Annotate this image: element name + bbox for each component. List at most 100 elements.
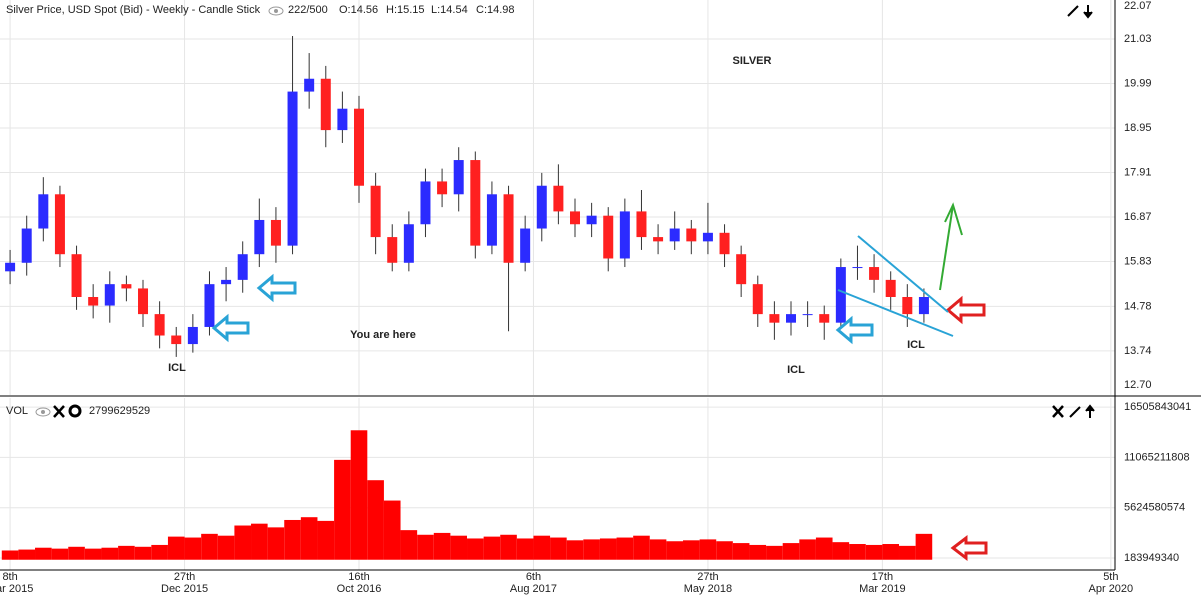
candle-body bbox=[586, 215, 597, 225]
x-tick-label: 16th bbox=[348, 571, 369, 583]
callout-arrow bbox=[945, 295, 988, 562]
eye-icon[interactable] bbox=[268, 6, 284, 16]
candle-body bbox=[852, 267, 863, 269]
candle-body bbox=[536, 185, 547, 229]
y-tick-label: 22.07 bbox=[1124, 0, 1152, 12]
y-tick-label: 12.70 bbox=[1124, 379, 1152, 391]
x-tick-label: Mar 2015 bbox=[0, 583, 33, 595]
candle-body bbox=[337, 108, 348, 131]
volume-bar bbox=[882, 544, 899, 560]
y-tick-label: 14.78 bbox=[1124, 300, 1152, 312]
candle-body bbox=[354, 108, 365, 186]
volume-bar bbox=[849, 544, 866, 560]
candle-body bbox=[437, 181, 448, 195]
volume-bar bbox=[450, 535, 467, 560]
candle-body bbox=[104, 284, 115, 306]
candle-body bbox=[802, 314, 813, 316]
volume-bar bbox=[815, 537, 833, 560]
volume-bar bbox=[782, 543, 800, 560]
x-tick-label: Oct 2016 bbox=[337, 583, 382, 595]
candle-body bbox=[686, 228, 697, 242]
candle-body bbox=[520, 228, 531, 263]
close-icon[interactable] bbox=[1052, 405, 1064, 418]
volume-bar bbox=[732, 543, 750, 560]
candle-body bbox=[320, 78, 331, 131]
volume-bar bbox=[500, 534, 517, 560]
volume-bar bbox=[334, 459, 351, 560]
volume-bar bbox=[716, 541, 733, 560]
ohlc-label: L:14.54 bbox=[431, 4, 468, 16]
volume-bar bbox=[167, 536, 185, 560]
volume-title: VOL bbox=[6, 405, 28, 417]
volume-bar bbox=[649, 539, 667, 560]
volume-bar bbox=[616, 537, 634, 560]
volume-bar bbox=[118, 545, 135, 560]
volume-bar bbox=[317, 520, 335, 560]
candle-body bbox=[287, 91, 298, 246]
volume-bar bbox=[417, 534, 434, 560]
ohlc-label: C:14.98 bbox=[476, 4, 515, 16]
volume-bar bbox=[467, 538, 484, 560]
candle-body bbox=[420, 181, 431, 225]
volume-bar bbox=[367, 480, 384, 560]
ohlc-label: O:14.56 bbox=[339, 4, 378, 16]
candle-body bbox=[619, 211, 630, 259]
volume-bar bbox=[383, 500, 401, 560]
volume-bar bbox=[35, 547, 52, 560]
candle-body bbox=[270, 219, 281, 246]
x-tick-label: Aug 2017 bbox=[510, 583, 557, 595]
callout-arrow bbox=[211, 273, 874, 345]
candle-body bbox=[453, 160, 464, 195]
volume-bar bbox=[151, 544, 168, 560]
candle-body bbox=[553, 185, 564, 212]
candle-body bbox=[88, 296, 99, 306]
marks bbox=[1, 35, 933, 560]
candle-body bbox=[403, 224, 414, 263]
close-icon[interactable] bbox=[53, 405, 65, 418]
x-tick-label: 5th bbox=[1103, 571, 1118, 583]
candle-body bbox=[835, 267, 846, 323]
volume-bar bbox=[865, 544, 883, 560]
volume-bar bbox=[350, 430, 368, 560]
volume-bar bbox=[633, 535, 650, 560]
y-tick-label: 16505843041 bbox=[1124, 401, 1191, 413]
candle-body bbox=[503, 194, 514, 263]
annotation: ICL bbox=[787, 364, 805, 376]
y-tick-label: 17.91 bbox=[1124, 166, 1152, 178]
volume-value: 2799629529 bbox=[89, 405, 150, 417]
candle-body bbox=[54, 194, 65, 255]
x-tick-label: Apr 2020 bbox=[1089, 583, 1134, 595]
resize-icon[interactable] bbox=[1067, 5, 1093, 19]
y-tick-label: 183949340 bbox=[1124, 552, 1179, 564]
resize-icon[interactable] bbox=[1069, 404, 1095, 418]
volume-bar bbox=[84, 548, 102, 560]
candle-body bbox=[752, 284, 763, 315]
candle-body bbox=[304, 78, 315, 92]
candle-body bbox=[154, 314, 165, 336]
volume-bar bbox=[766, 545, 783, 560]
y-tick-label: 5624580574 bbox=[1124, 502, 1185, 514]
breakout-arrow bbox=[939, 202, 963, 291]
y-tick-label: 16.87 bbox=[1124, 211, 1152, 223]
x-tick-label: 27th bbox=[697, 571, 718, 583]
candle-body bbox=[221, 279, 232, 285]
x-tick-label: 17th bbox=[872, 571, 893, 583]
candle-body bbox=[121, 284, 132, 289]
eye-icon[interactable] bbox=[35, 407, 51, 417]
ohlc-label: H:15.15 bbox=[386, 4, 425, 16]
candle-body bbox=[902, 296, 913, 315]
volume-bar bbox=[749, 544, 767, 560]
candle-body bbox=[486, 194, 497, 246]
candle-body bbox=[370, 185, 381, 238]
y-tick-label: 18.95 bbox=[1124, 122, 1152, 134]
candle-body bbox=[5, 262, 16, 272]
volume-bar bbox=[134, 546, 152, 560]
settings-icon[interactable] bbox=[68, 404, 82, 418]
grid bbox=[0, 0, 1115, 570]
volume-bar bbox=[251, 523, 268, 560]
volume-bar bbox=[550, 537, 567, 560]
volume-bar bbox=[516, 538, 534, 560]
volume-bar bbox=[234, 525, 252, 560]
candle-body bbox=[719, 232, 730, 255]
